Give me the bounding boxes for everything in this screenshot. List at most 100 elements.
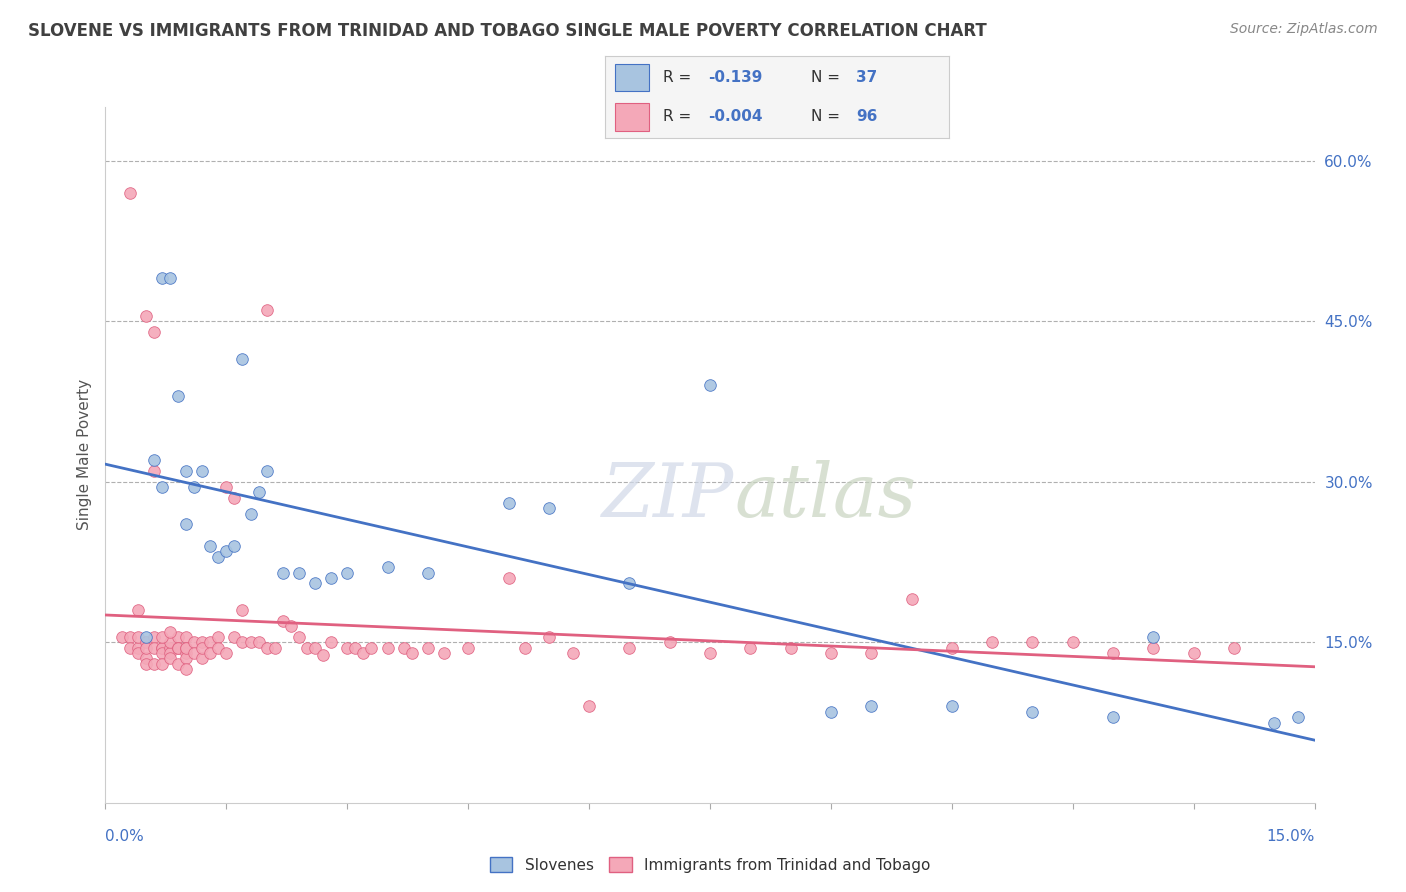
Point bbox=[256, 303, 278, 318]
Point bbox=[433, 646, 456, 660]
Point bbox=[304, 576, 326, 591]
Point bbox=[127, 603, 149, 617]
Point bbox=[280, 619, 302, 633]
Point bbox=[537, 630, 560, 644]
Text: ZIP: ZIP bbox=[602, 460, 734, 533]
Point bbox=[1021, 705, 1043, 719]
Point bbox=[941, 699, 963, 714]
Point bbox=[941, 640, 963, 655]
Point bbox=[288, 566, 311, 580]
Point bbox=[167, 630, 190, 644]
Point bbox=[110, 630, 132, 644]
Text: -0.139: -0.139 bbox=[709, 70, 762, 85]
Point bbox=[336, 640, 359, 655]
Point bbox=[537, 501, 560, 516]
Point bbox=[150, 640, 173, 655]
Point bbox=[231, 351, 253, 366]
Point bbox=[1182, 646, 1205, 660]
Point bbox=[215, 480, 238, 494]
Point bbox=[321, 571, 343, 585]
Point bbox=[224, 491, 246, 505]
Point bbox=[820, 646, 842, 660]
Point bbox=[1223, 640, 1246, 655]
Point bbox=[159, 651, 181, 665]
Point bbox=[1102, 710, 1125, 724]
Point bbox=[200, 539, 222, 553]
Point bbox=[288, 630, 311, 644]
Point bbox=[174, 517, 197, 532]
Point bbox=[344, 640, 367, 655]
Point bbox=[900, 592, 922, 607]
Point bbox=[142, 630, 165, 644]
Point bbox=[416, 566, 439, 580]
Point bbox=[1102, 646, 1125, 660]
Point bbox=[200, 635, 222, 649]
Point bbox=[127, 646, 149, 660]
Point bbox=[304, 640, 326, 655]
Point bbox=[256, 640, 278, 655]
Point bbox=[231, 635, 253, 649]
Point bbox=[263, 640, 285, 655]
Point bbox=[247, 485, 270, 500]
Text: N =: N = bbox=[811, 110, 845, 124]
Point bbox=[312, 648, 335, 662]
Point bbox=[401, 646, 423, 660]
Text: SLOVENE VS IMMIGRANTS FROM TRINIDAD AND TOBAGO SINGLE MALE POVERTY CORRELATION C: SLOVENE VS IMMIGRANTS FROM TRINIDAD AND … bbox=[28, 22, 987, 40]
Point bbox=[207, 549, 229, 564]
Point bbox=[271, 566, 294, 580]
Point bbox=[578, 699, 600, 714]
Point bbox=[127, 630, 149, 644]
Point bbox=[1062, 635, 1084, 649]
Point bbox=[377, 560, 399, 574]
Point bbox=[513, 640, 536, 655]
Point bbox=[191, 651, 214, 665]
Point bbox=[142, 640, 165, 655]
Point bbox=[200, 646, 222, 660]
Point bbox=[239, 507, 262, 521]
Point bbox=[699, 378, 721, 392]
Text: atlas: atlas bbox=[734, 460, 917, 533]
Point bbox=[191, 464, 214, 478]
Point bbox=[416, 640, 439, 655]
Point bbox=[619, 640, 641, 655]
Point bbox=[1288, 710, 1310, 724]
Point bbox=[224, 630, 246, 644]
Point bbox=[820, 705, 842, 719]
Point bbox=[183, 646, 205, 660]
Point bbox=[174, 464, 197, 478]
Legend: Slovenes, Immigrants from Trinidad and Tobago: Slovenes, Immigrants from Trinidad and T… bbox=[484, 850, 936, 879]
Point bbox=[183, 635, 205, 649]
Point bbox=[127, 640, 149, 655]
Point bbox=[215, 646, 238, 660]
Point bbox=[174, 646, 197, 660]
Point bbox=[392, 640, 415, 655]
Point bbox=[142, 325, 165, 339]
Point bbox=[860, 646, 883, 660]
Point bbox=[159, 271, 181, 285]
Point bbox=[150, 630, 173, 644]
Point bbox=[224, 539, 246, 553]
Point bbox=[191, 635, 214, 649]
Point bbox=[118, 630, 141, 644]
Point bbox=[167, 640, 190, 655]
Text: 37: 37 bbox=[856, 70, 877, 85]
Point bbox=[336, 566, 359, 580]
Point bbox=[231, 603, 253, 617]
Point bbox=[1142, 640, 1164, 655]
Point bbox=[321, 635, 343, 649]
Point bbox=[562, 646, 585, 660]
Point bbox=[619, 576, 641, 591]
Text: 15.0%: 15.0% bbox=[1267, 829, 1315, 844]
Point bbox=[135, 635, 157, 649]
Point bbox=[167, 640, 190, 655]
Point bbox=[174, 651, 197, 665]
Point bbox=[150, 480, 173, 494]
Point bbox=[352, 646, 374, 660]
Y-axis label: Single Male Poverty: Single Male Poverty bbox=[76, 379, 91, 531]
Text: -0.004: -0.004 bbox=[709, 110, 762, 124]
Point bbox=[1021, 635, 1043, 649]
Text: 0.0%: 0.0% bbox=[105, 829, 145, 844]
Point bbox=[159, 635, 181, 649]
Point bbox=[183, 480, 205, 494]
Point bbox=[779, 640, 801, 655]
